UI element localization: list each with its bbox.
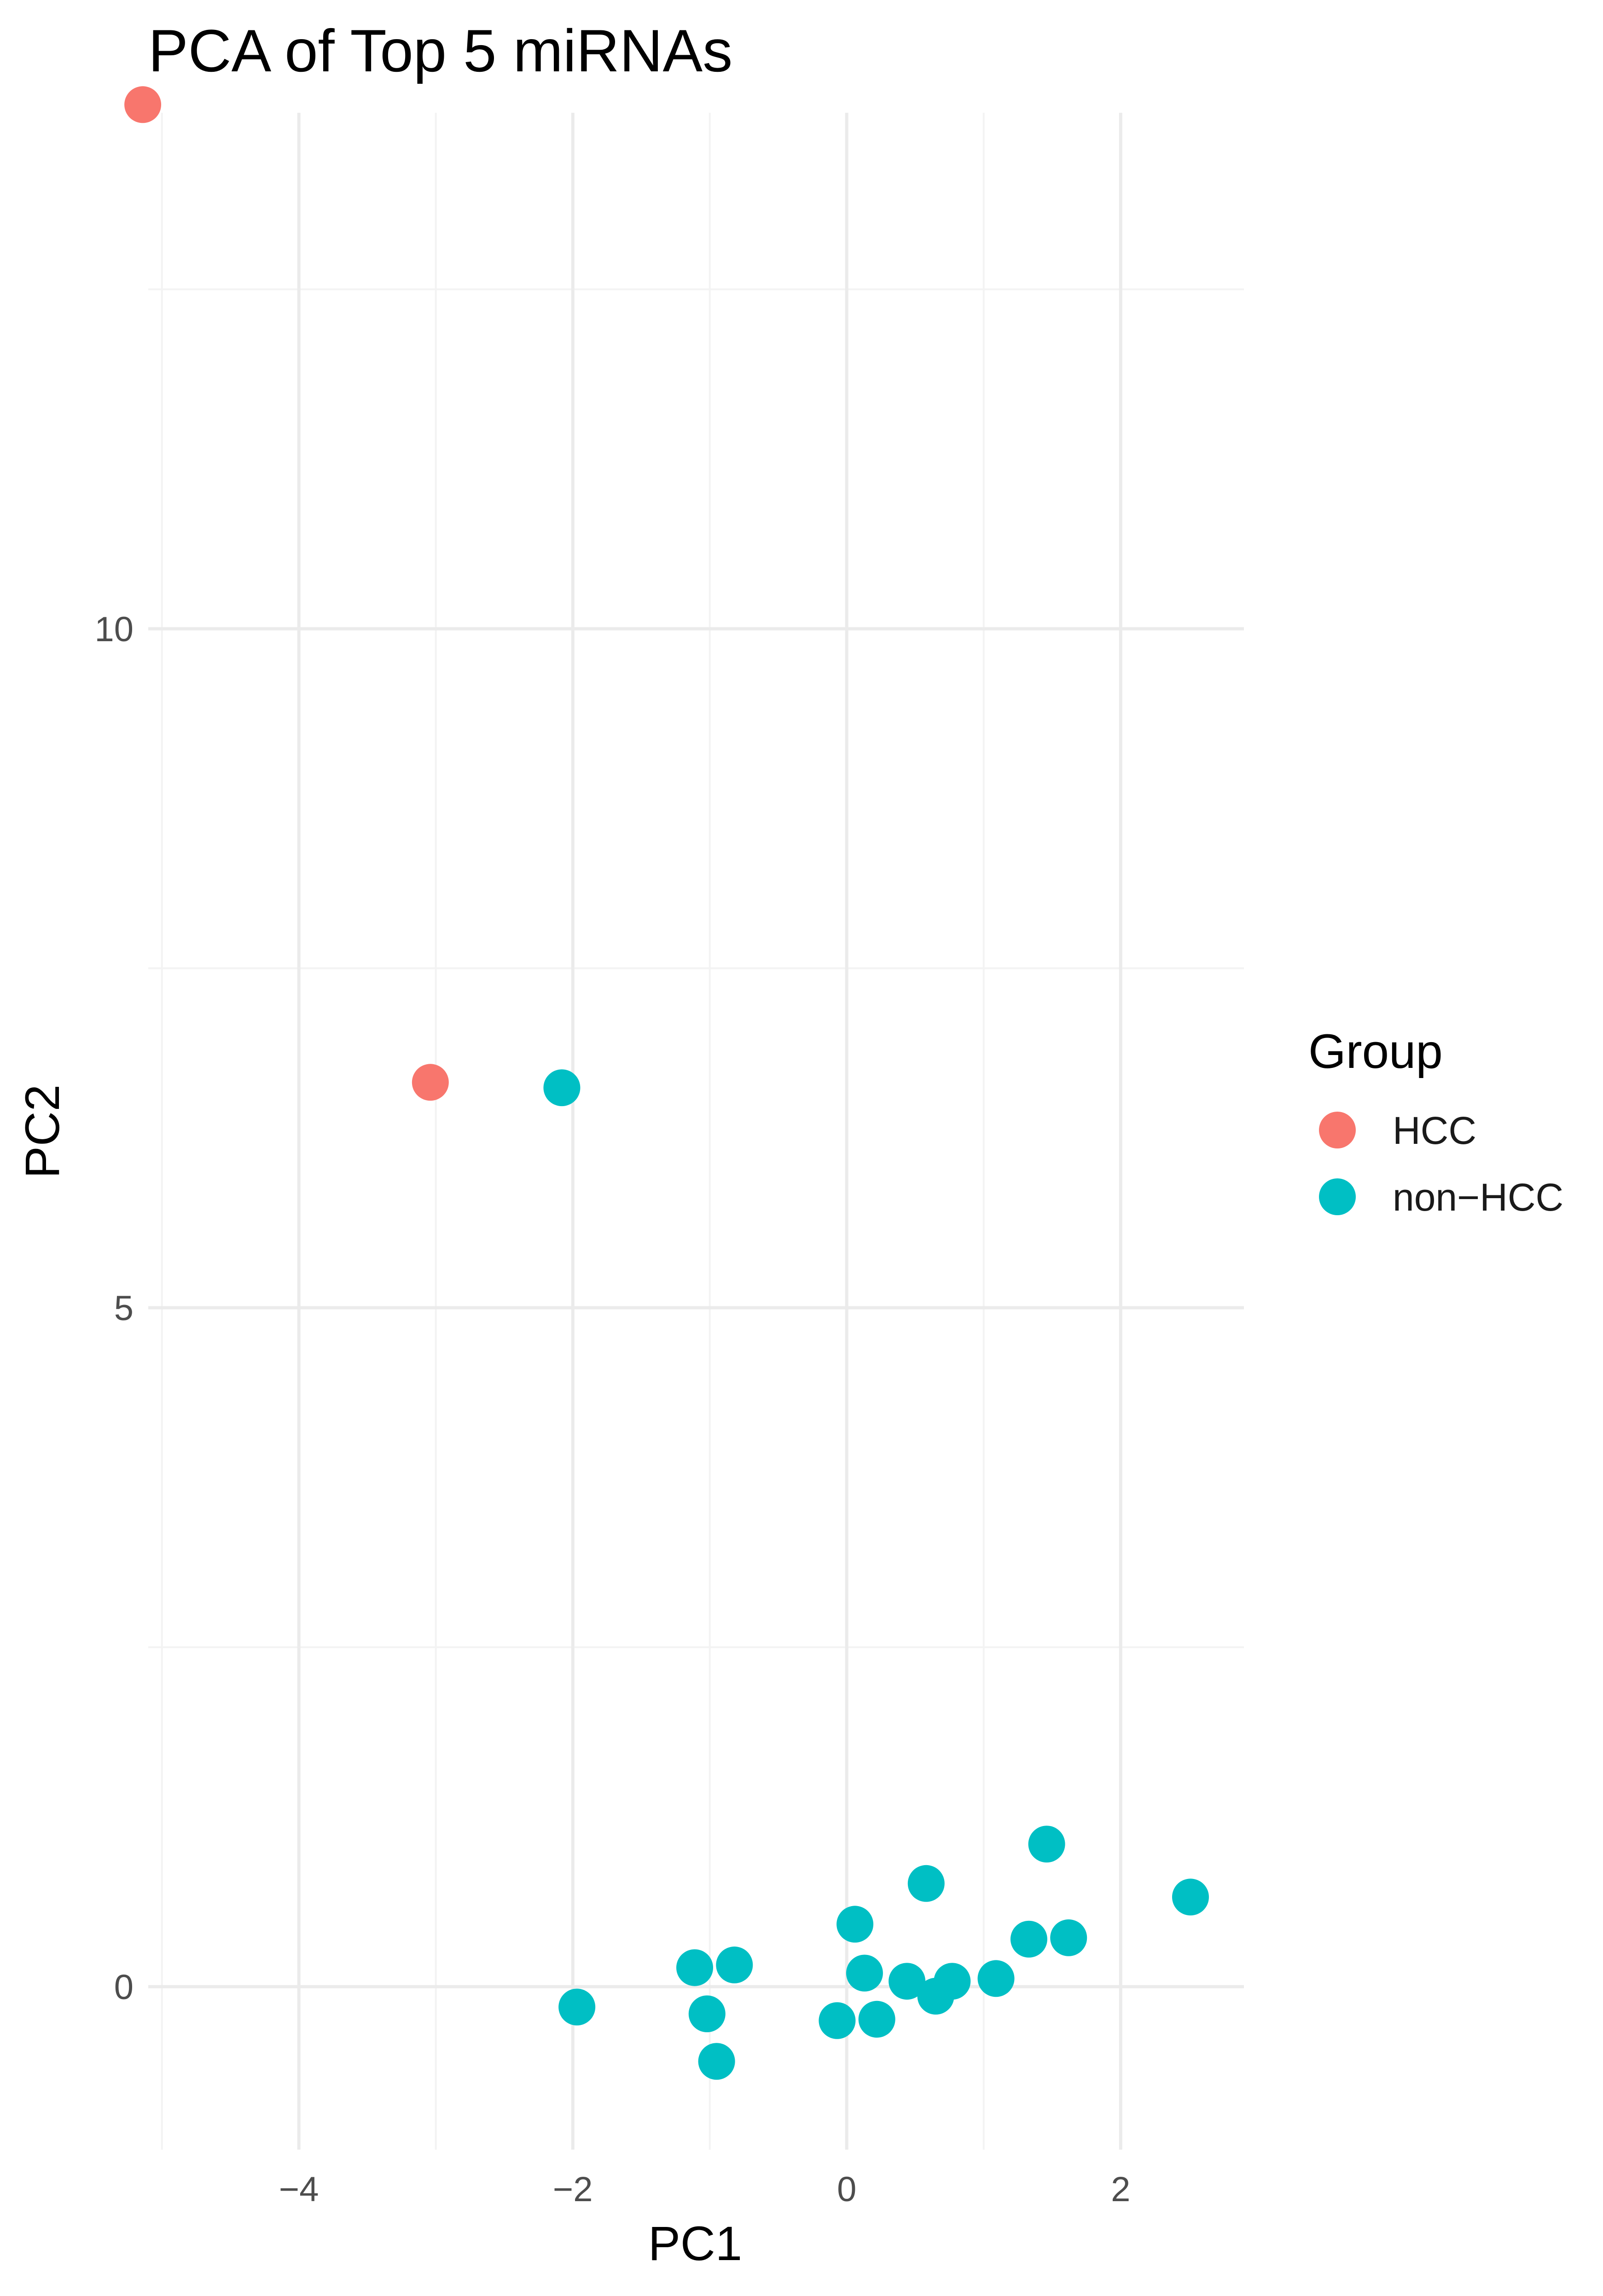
x-tick-label: −4 [279,2170,319,2209]
point-non-hcc [676,1949,714,1986]
point-non-hcc [698,2043,735,2080]
point-non-hcc [1050,1919,1087,1956]
legend-key-non-hcc [1319,1178,1356,1215]
x-axis-ticks: −4 −2 0 2 [279,2170,1130,2209]
point-non-hcc [907,1865,945,1902]
point-non-hcc [889,1963,926,2000]
legend-items: HCC non−HCC [1319,1109,1563,1219]
point-non-hcc [858,2000,895,2038]
point-non-hcc [846,1954,883,1992]
chart-title: PCA of Top 5 miRNAs [148,17,732,84]
y-axis-ticks: 0 5 10 [94,610,134,2007]
grid-lines [148,113,1244,2150]
y-tick-label: 0 [114,1968,134,2007]
point-non-hcc [836,1906,874,1943]
point-hcc [412,1064,449,1101]
legend-key-hcc [1319,1112,1356,1148]
point-non-hcc [977,1960,1015,1997]
point-non-hcc [934,1963,971,2000]
point-non-hcc [543,1069,581,1107]
point-non-hcc [819,2002,856,2039]
point-non-hcc [716,1946,753,1983]
point-non-hcc [1028,1826,1065,1863]
x-tick-label: 0 [837,2170,856,2209]
point-non-hcc [558,1989,596,2026]
legend-label-hcc: HCC [1393,1109,1476,1152]
point-hcc [124,86,162,123]
x-tick-label: −2 [553,2170,593,2209]
point-non-hcc [1010,1920,1047,1958]
data-points [124,86,1209,2080]
legend-label-non-hcc: non−HCC [1393,1176,1563,1219]
x-axis-title: PC1 [648,2217,742,2271]
point-non-hcc [688,1995,726,2032]
x-tick-label: 2 [1111,2170,1130,2209]
y-tick-label: 5 [114,1289,134,1328]
legend: Group HCC non−HCC [1308,1025,1563,1219]
y-tick-label: 10 [94,610,134,649]
legend-title: Group [1308,1025,1443,1078]
point-non-hcc [1172,1879,1209,1916]
y-axis-title: PC2 [16,1084,70,1178]
